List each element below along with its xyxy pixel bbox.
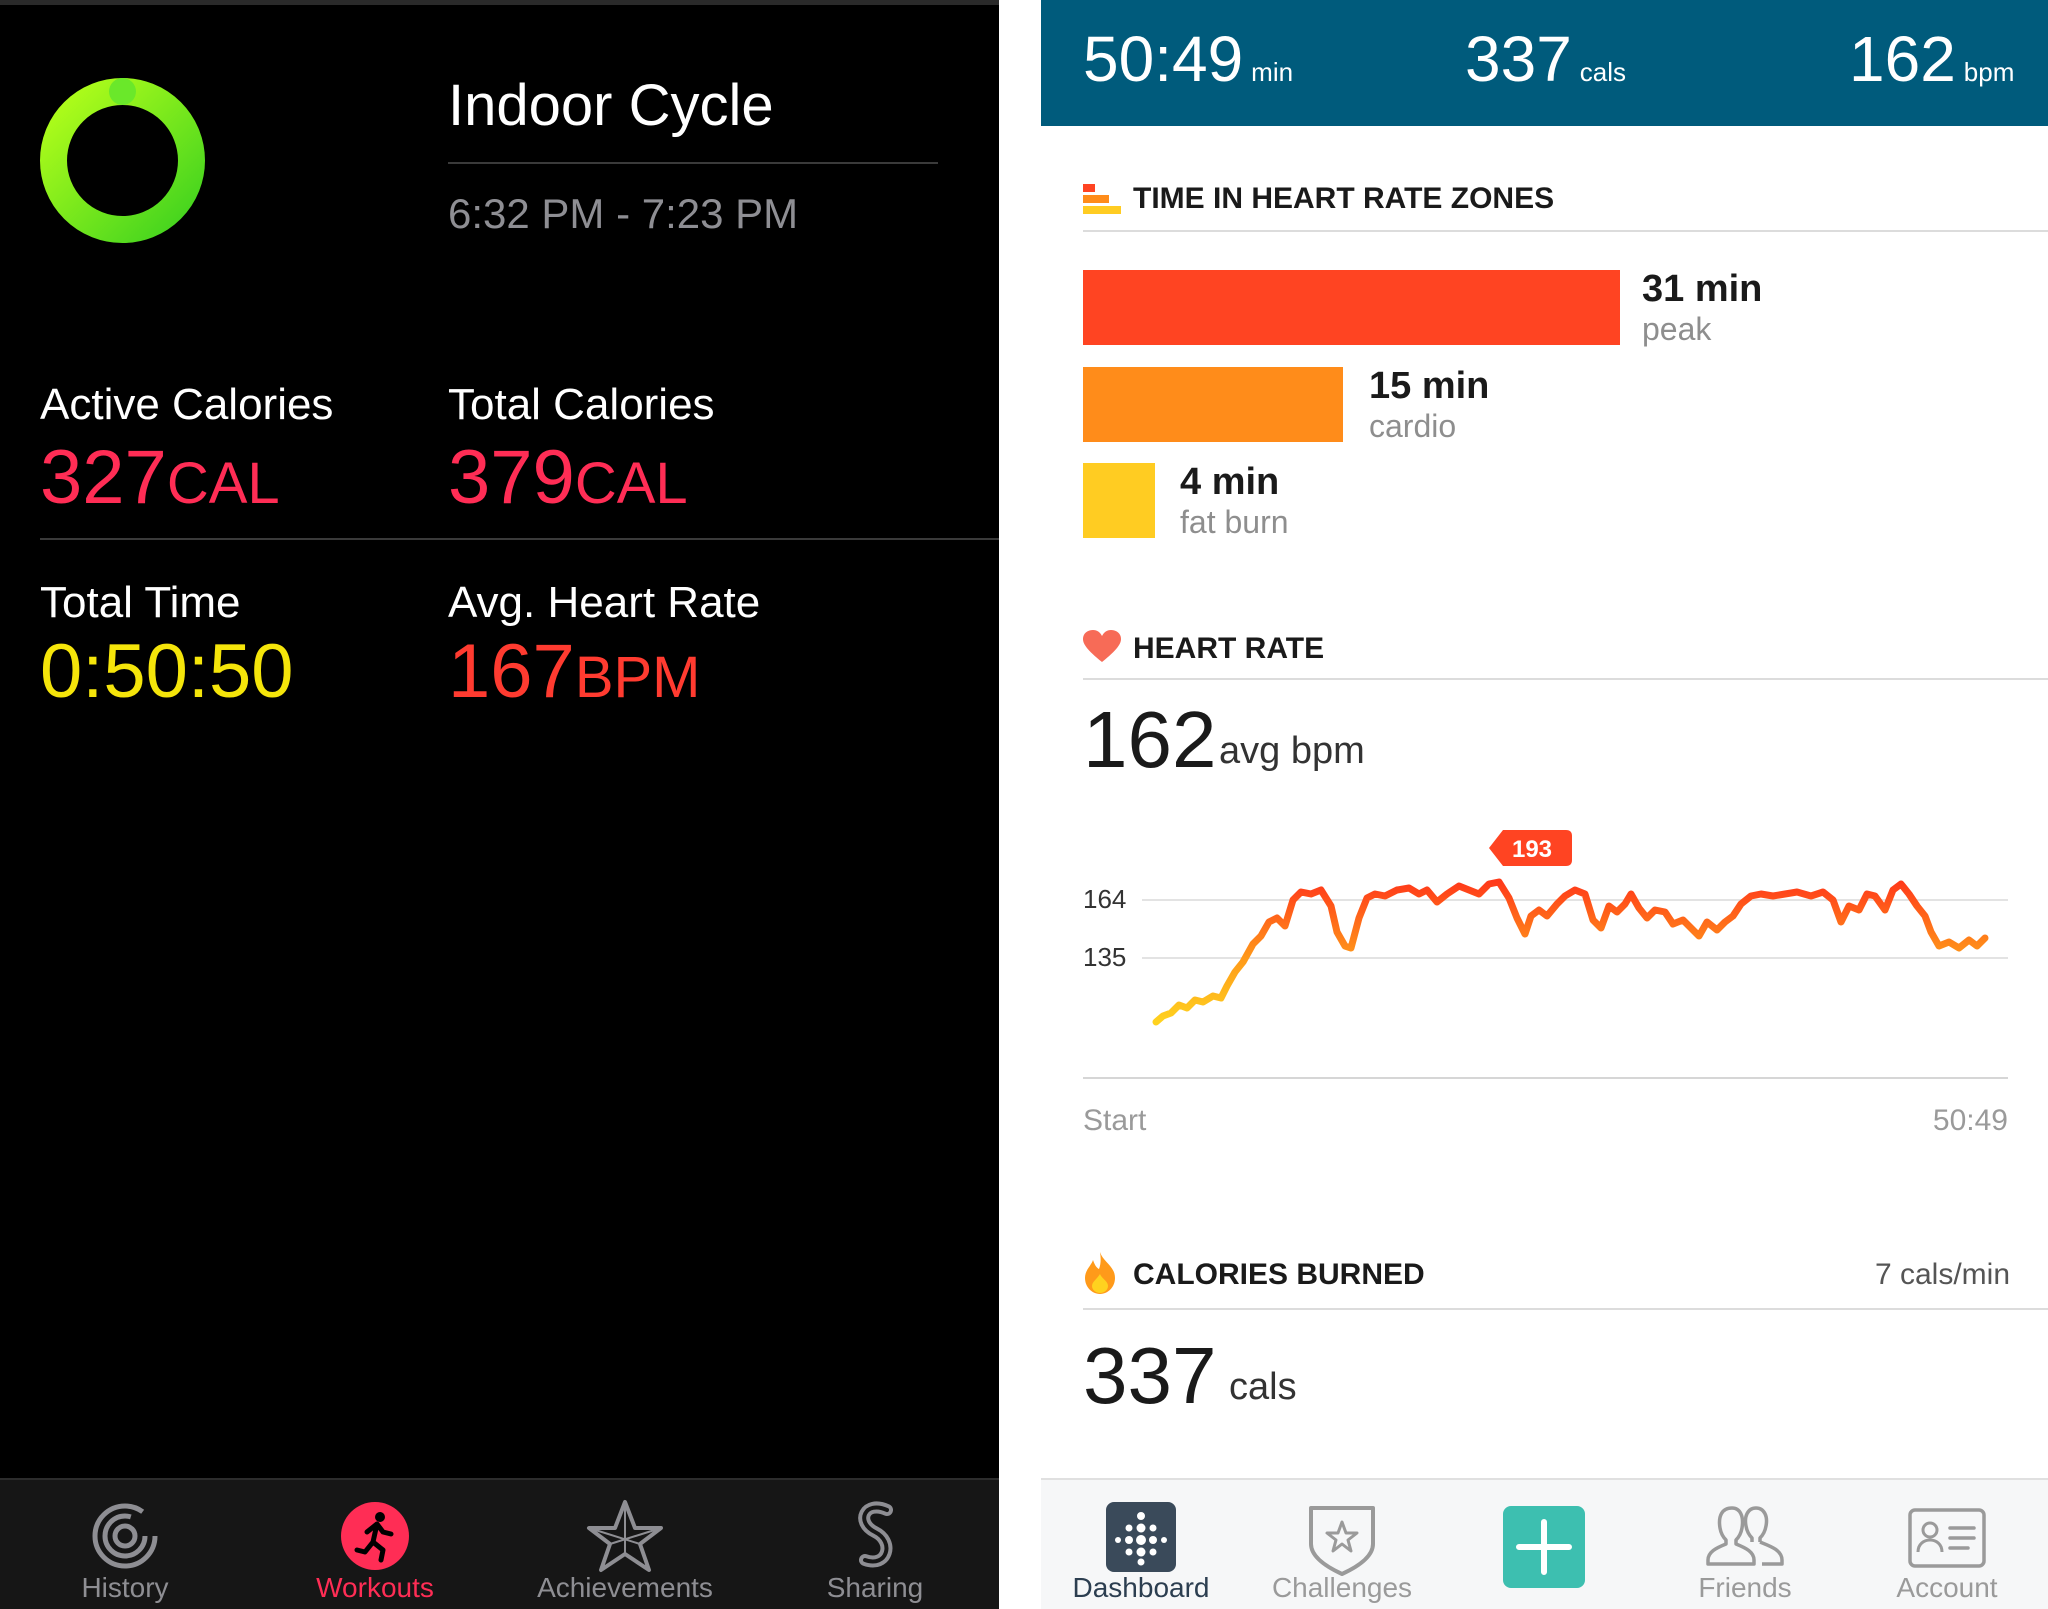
tab-friends[interactable]: Friends — [1645, 1480, 1845, 1609]
tab-dashboard-label: Dashboard — [1072, 1572, 1210, 1603]
peak-callout: 193 — [1489, 830, 1572, 866]
zone-peak-label: peak — [1642, 311, 1712, 347]
title-divider — [448, 162, 938, 164]
add-icon — [1503, 1506, 1585, 1588]
total-time-label: Total Time — [40, 578, 241, 627]
dashboard-icon — [1106, 1502, 1176, 1572]
heart-icon — [1083, 630, 1121, 662]
zones-bars-icon — [1083, 184, 1121, 214]
avg-heart-rate-value: 167BPM — [448, 629, 701, 714]
avg-heart-rate-label: Avg. Heart Rate — [448, 578, 761, 627]
tab-friends-label: Friends — [1698, 1572, 1792, 1603]
tab-account[interactable]: Account — [1847, 1480, 2047, 1609]
tab-sharing-label: Sharing — [826, 1572, 924, 1603]
fitbit-exercise-panel: 50:49 min 337 cals 162 bpm TIME IN HEART RA… — [1041, 0, 2048, 1609]
heart-rate-chart-svg: 193 — [1083, 830, 2008, 1079]
zone-bar-cardio — [1083, 367, 1343, 442]
heart-rate-divider — [1083, 678, 2048, 680]
calories-divider — [1083, 1308, 2048, 1310]
exercise-summary-header: 50:49 min 337 cals 162 bpm — [1041, 0, 2048, 126]
header-calories: 337 cals — [1465, 23, 1627, 95]
workout-title: Indoor Cycle — [448, 73, 774, 138]
tab-achievements-label: Achievements — [537, 1572, 713, 1603]
activity-tab-bar: History Workouts Achievements Sharing — [0, 1478, 999, 1609]
total-calories-value: 379CAL — [448, 435, 688, 520]
achievements-icon — [587, 1500, 663, 1572]
top-divider — [0, 0, 999, 5]
add-button[interactable] — [1444, 1480, 1644, 1609]
avg-bpm-value: 162 — [1083, 695, 1217, 784]
friends-icon — [1706, 1506, 1784, 1566]
tab-history-label: History — [81, 1572, 169, 1603]
flame-icon — [1085, 1252, 1115, 1294]
header-heart-rate: 162 bpm — [1849, 23, 2015, 95]
calories-unit: cals — [1229, 1366, 1297, 1408]
activity-workout-panel: Indoor Cycle 6:32 PM - 7:23 PM Active Ca… — [0, 0, 999, 1609]
x-end-label: 50:49 — [1932, 1104, 2008, 1137]
peak-callout-text: 193 — [1512, 836, 1552, 863]
tab-dashboard[interactable]: Dashboard — [1041, 1480, 1241, 1609]
zones-divider — [1083, 230, 2048, 232]
account-icon — [1908, 1508, 1986, 1568]
calories-value: 337 — [1083, 1331, 1217, 1420]
heart-rate-title: HEART RATE — [1133, 632, 1325, 665]
zone-cardio-value: 15 min — [1369, 365, 1490, 407]
calories-rate: 7 cals/min — [1874, 1258, 2010, 1291]
stats-divider — [40, 538, 999, 540]
y-tick-135: 135 — [1083, 942, 1127, 972]
tab-workouts-label: Workouts — [316, 1572, 434, 1603]
heart-rate-line — [1152, 878, 1989, 1026]
calories-title: CALORIES BURNED — [1133, 1258, 1425, 1291]
tab-challenges[interactable]: Challenges — [1242, 1480, 1442, 1609]
panel-gap — [999, 0, 1041, 1609]
total-calories-label: Total Calories — [448, 380, 715, 429]
workouts-icon — [341, 1502, 409, 1570]
active-calories-value: 327CAL — [40, 435, 280, 520]
tab-challenges-label: Challenges — [1271, 1572, 1413, 1603]
challenges-icon — [1309, 1506, 1375, 1576]
zone-bar-fat-burn — [1083, 463, 1155, 538]
tab-history[interactable]: History — [0, 1480, 250, 1609]
zones-title: TIME IN HEART RATE ZONES — [1133, 182, 1555, 215]
activity-ring-icon — [40, 78, 205, 243]
sharing-icon — [858, 1501, 893, 1568]
tab-account-label: Account — [1896, 1572, 1998, 1603]
tab-achievements[interactable]: Achievements — [500, 1480, 750, 1609]
total-time-value: 0:50:50 — [40, 629, 294, 714]
zone-fat-burn-value: 4 min — [1180, 461, 1280, 503]
x-start-label: Start — [1083, 1104, 1147, 1137]
zone-bar-peak — [1083, 270, 1620, 345]
avg-bpm-unit: avg bpm — [1219, 730, 1365, 772]
zone-cardio-label: cardio — [1369, 408, 1457, 444]
zone-fat-burn-label: fat burn — [1180, 504, 1289, 540]
active-calories-label: Active Calories — [40, 380, 334, 429]
workout-time-range: 6:32 PM - 7:23 PM — [448, 190, 799, 237]
history-icon — [92, 1503, 158, 1569]
fitbit-tab-bar: Dashboard Challenges Friends — [1041, 1478, 2048, 1609]
zone-peak-value: 31 min — [1642, 268, 1763, 310]
heart-rate-chart: 193 164 135 Start 50:49 — [1041, 820, 2048, 1150]
tab-workouts[interactable]: Workouts — [250, 1480, 500, 1609]
header-duration: 50:49 min — [1083, 23, 1294, 95]
y-tick-164: 164 — [1083, 884, 1127, 914]
tab-sharing[interactable]: Sharing — [750, 1480, 1000, 1609]
